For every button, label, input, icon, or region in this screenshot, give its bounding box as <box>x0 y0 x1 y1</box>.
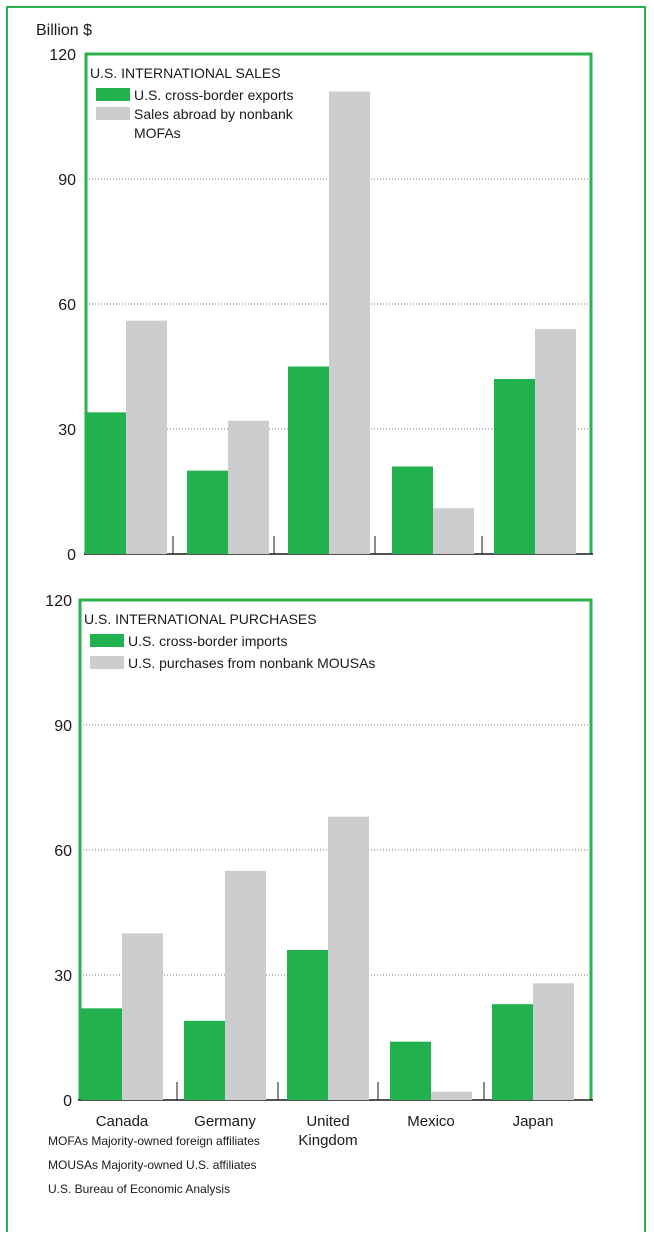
category-label-united-kingdom: Kingdom <box>298 1132 357 1149</box>
panel-2-title: U.S. INTERNATIONAL PURCHASES <box>84 611 317 627</box>
bar-1-s2-japan <box>535 329 576 554</box>
panel-1-y-tick-label: 30 <box>58 422 76 439</box>
bar-2-s1-germany <box>184 1020 225 1100</box>
panel-1-legend-label-1: U.S. cross-border exports <box>134 87 294 103</box>
category-label-japan: Japan <box>513 1113 554 1130</box>
panel-2-y-tick-label: 60 <box>54 843 72 860</box>
bar-1-s2-canada <box>126 320 167 554</box>
note-mousas: MOUSAs Majority-owned U.S. affiliates <box>48 1158 257 1172</box>
panel-1-y-tick-label: 90 <box>58 172 76 189</box>
category-label-united-kingdom: United <box>306 1113 349 1130</box>
bar-1-s1-mexico <box>392 466 433 554</box>
panel-2-y-tick-label: 0 <box>63 1093 72 1110</box>
panel-1-legend-swatch-2 <box>96 107 130 120</box>
note-mofas: MOFAs Majority-owned foreign affiliates <box>48 1134 260 1148</box>
bar-2-s1-united-kingdom <box>287 950 328 1100</box>
bar-2-s1-mexico <box>390 1041 431 1100</box>
category-label-canada: Canada <box>96 1113 149 1130</box>
bar-2-s1-japan <box>492 1004 533 1100</box>
bar-2-s2-canada <box>122 933 163 1100</box>
panel-2-y-tick-label: 90 <box>54 718 72 735</box>
panel-2-y-tick-label: 120 <box>45 593 72 610</box>
panel-2-legend-swatch-1 <box>90 634 124 647</box>
figure-frame <box>6 6 646 1232</box>
bar-2-s2-germany <box>225 870 266 1100</box>
panel-2-legend-swatch-2 <box>90 656 124 669</box>
bar-2-s1-canada <box>81 1008 122 1100</box>
category-label-mexico: Mexico <box>407 1113 455 1130</box>
panel-1-legend-label-2: MOFAs <box>134 125 181 141</box>
panel-2-y-tick-label: 30 <box>54 968 72 985</box>
bar-1-s1-united-kingdom <box>288 366 329 554</box>
bar-1-s1-japan <box>494 379 535 554</box>
category-label-germany: Germany <box>194 1113 256 1130</box>
source-note: U.S. Bureau of Economic Analysis <box>48 1182 231 1196</box>
bar-1-s1-canada <box>85 412 126 554</box>
bar-1-s2-united-kingdom <box>329 91 370 554</box>
panel-1-legend-swatch-1 <box>96 88 130 101</box>
panel-2-legend-label-1: U.S. cross-border imports <box>128 633 287 649</box>
panel-1-title: U.S. INTERNATIONAL SALES <box>90 65 281 81</box>
panel-1-y-tick-label: 60 <box>58 297 76 314</box>
bar-1-s1-germany <box>187 470 228 554</box>
bar-2-s2-united-kingdom <box>328 816 369 1100</box>
y-unit-label: Billion $ <box>36 22 93 39</box>
bar-2-s2-mexico <box>431 1091 472 1100</box>
panel-1-y-tick-label: 120 <box>49 47 76 64</box>
panel-2-legend-label-2: U.S. purchases from nonbank MOUSAs <box>128 655 375 671</box>
panel-1-y-tick-label: 0 <box>67 547 76 564</box>
panel-1-legend-label-2: Sales abroad by nonbank <box>134 106 294 122</box>
bar-1-s2-mexico <box>433 508 474 554</box>
bar-1-s2-germany <box>228 420 269 554</box>
bar-2-s2-japan <box>533 983 574 1100</box>
